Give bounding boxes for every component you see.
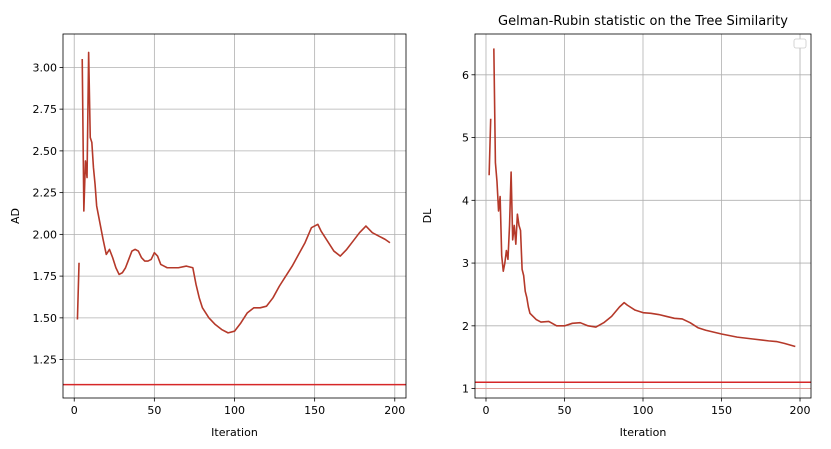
y-tick-label: 2.25	[33, 187, 58, 200]
legend-box	[793, 38, 807, 49]
subplot-ad: 0 50 100 150 200 1.25 1.50 1.75 2.00 2.25 2.50 2.75…	[9, 33, 407, 439]
y-tick-label: 1.25	[33, 354, 58, 367]
x-tick-label: 50	[557, 404, 571, 417]
y-tick-label: 5	[462, 132, 469, 145]
y-tick-label: 4	[462, 194, 469, 207]
y-tick-label: 2.50	[33, 145, 58, 158]
y-tick-label: 2.75	[33, 103, 58, 116]
y-tick-label: 2.00	[33, 228, 58, 241]
y-axis-label: DL	[421, 208, 434, 223]
y-tick-label: 1.75	[33, 270, 58, 283]
y-tick-label: 2	[462, 320, 469, 333]
x-tick-label: 200	[384, 404, 405, 417]
y-tick-label: 1.50	[33, 312, 58, 325]
x-axis-label: Iteration	[620, 426, 667, 439]
x-tick-label: 50	[147, 404, 161, 417]
y-tick-label: 3	[462, 257, 469, 270]
x-tick-label: 0	[71, 404, 78, 417]
y-tick-label: 6	[462, 69, 469, 82]
x-tick-label: 0	[482, 404, 489, 417]
subplot-dl: 0 50 100 150 200 1 2 3 4 5 6 Iteration DL Gelman-Rubi…	[421, 14, 812, 439]
series-line-0	[76, 51, 391, 334]
axes-frame	[62, 33, 407, 399]
axes-frame	[474, 33, 812, 399]
y-tick-label: 1	[462, 383, 469, 396]
x-tick-label: 100	[633, 404, 654, 417]
chart-title: Gelman-Rubin statistic on the Tree Simil…	[498, 14, 788, 29]
y-tick-label: 3.00	[33, 61, 58, 74]
x-axis-label: Iteration	[211, 426, 258, 439]
x-tick-label: 200	[790, 404, 811, 417]
y-axis-label: AD	[9, 208, 22, 224]
x-tick-label: 100	[224, 404, 245, 417]
x-tick-label: 150	[304, 404, 325, 417]
x-tick-label: 150	[711, 404, 732, 417]
series-line-0	[488, 48, 796, 348]
